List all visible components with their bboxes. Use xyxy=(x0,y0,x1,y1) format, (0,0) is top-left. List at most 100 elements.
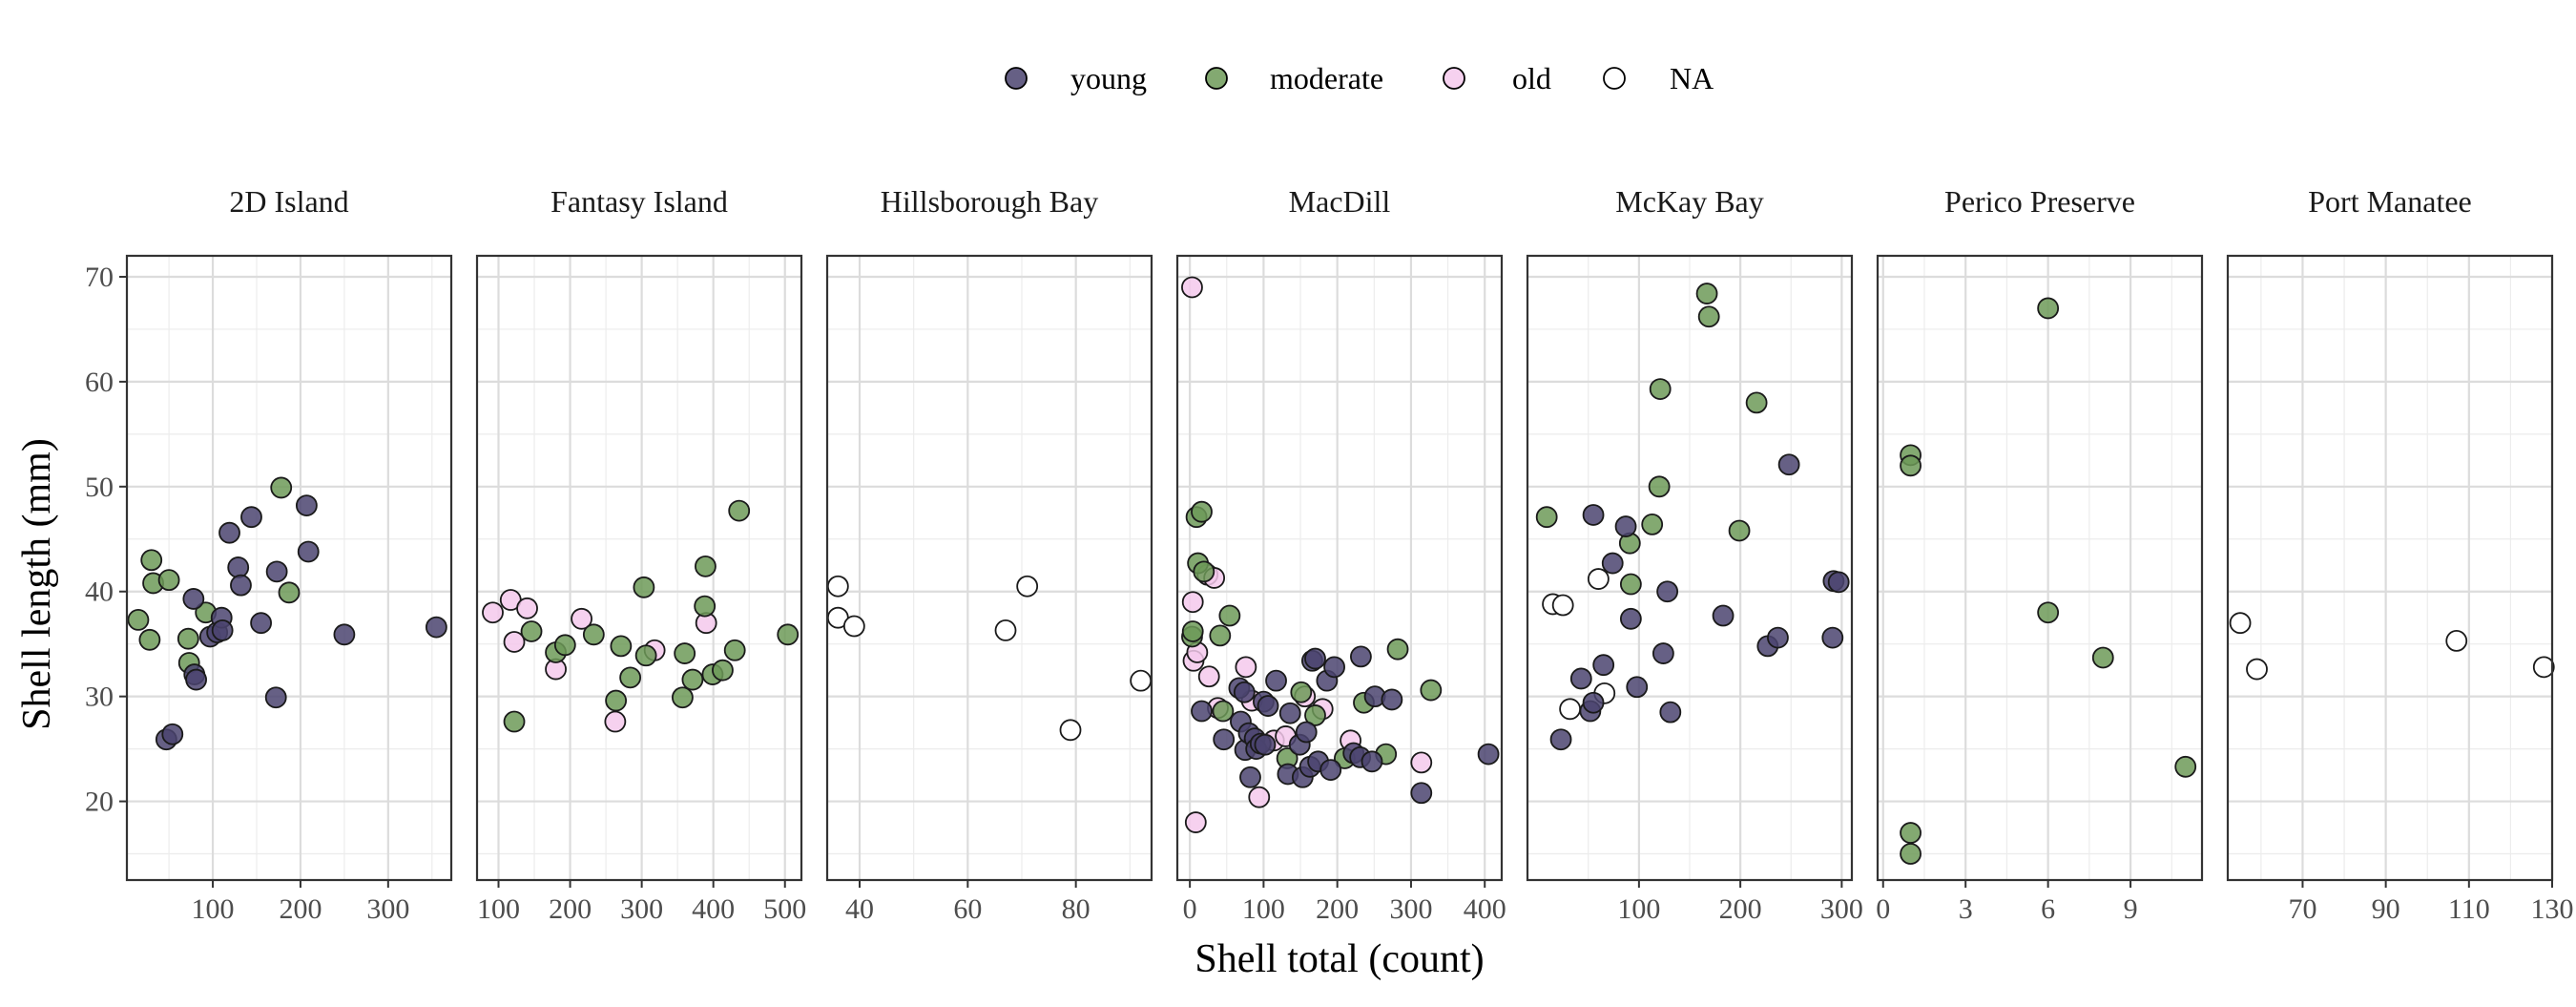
point-old xyxy=(1197,665,1220,688)
panel-border xyxy=(2226,254,2554,882)
point-moderate xyxy=(695,555,717,577)
panel-port-manatee: Port Manatee 70 90 110 130 xyxy=(2226,184,2574,925)
point-young xyxy=(230,574,252,597)
points-hillsborough-bay xyxy=(826,575,1153,742)
point-young xyxy=(1233,681,1256,703)
y-tick-label: 40 xyxy=(85,577,114,608)
point-moderate xyxy=(605,689,628,712)
point-moderate xyxy=(1191,500,1213,523)
point-old xyxy=(503,631,526,653)
point-young xyxy=(297,540,320,563)
points-port-manatee xyxy=(2229,612,2555,681)
panel-fantasy-island: Fantasy Island 100 200 300 400 500 xyxy=(475,184,806,925)
point-old xyxy=(482,601,504,624)
point-moderate xyxy=(694,595,717,618)
point-young xyxy=(1712,604,1735,627)
point-young xyxy=(1582,691,1605,714)
point-moderate xyxy=(503,710,526,733)
x-tick-label: 400 xyxy=(692,893,735,925)
point-young xyxy=(240,506,262,529)
point-young xyxy=(1614,515,1637,537)
point-moderate xyxy=(553,634,576,657)
panel-background xyxy=(2228,256,2552,880)
point-moderate xyxy=(157,569,180,592)
point-young xyxy=(1767,626,1789,649)
point-young xyxy=(1827,571,1850,594)
point-young xyxy=(264,686,287,709)
panel-background xyxy=(1177,256,1502,880)
point-young xyxy=(1477,743,1500,766)
x-tick-label: 500 xyxy=(763,893,806,925)
point-moderate xyxy=(270,476,293,499)
point-moderate xyxy=(520,620,543,642)
legend: young moderate old NA xyxy=(1005,61,1714,95)
legend-key-moderate xyxy=(1205,67,1228,90)
point-na xyxy=(2246,658,2268,681)
point-old xyxy=(604,710,627,733)
point-moderate xyxy=(610,635,633,658)
point-moderate xyxy=(672,686,694,709)
legend-key-old xyxy=(1443,67,1465,90)
point-young xyxy=(211,619,234,641)
points-fantasy-island xyxy=(482,499,800,733)
panel-macdill: MacDill 0 100 200 300 400 xyxy=(1175,184,1506,925)
y-axis-title: Shell length (mm) xyxy=(15,438,59,730)
x-tick-label: 110 xyxy=(2448,893,2490,925)
point-na xyxy=(842,615,865,638)
x-tick-label: 100 xyxy=(1617,893,1660,925)
point-young xyxy=(161,723,184,745)
point-na xyxy=(2445,629,2468,652)
point-moderate xyxy=(582,623,605,646)
point-old xyxy=(1235,656,1257,679)
panel-border xyxy=(1876,254,2204,882)
x-tick-label: 6 xyxy=(2041,893,2055,925)
point-young xyxy=(1410,782,1433,805)
point-young xyxy=(1619,607,1642,630)
point-young xyxy=(1361,750,1383,773)
x-tick-label: 40 xyxy=(845,893,874,925)
point-young xyxy=(1652,642,1674,664)
point-na xyxy=(994,619,1017,641)
y-tick-label: 50 xyxy=(85,472,114,503)
legend-item-moderate: moderate xyxy=(1205,61,1383,95)
point-young xyxy=(185,668,207,691)
point-moderate xyxy=(1218,604,1241,627)
point-young xyxy=(1239,766,1261,788)
point-young xyxy=(1659,701,1682,724)
legend-item-young: young xyxy=(1005,61,1147,95)
panel-border xyxy=(1526,254,1854,882)
point-na xyxy=(1551,594,1574,617)
point-moderate xyxy=(1420,679,1443,702)
point-young xyxy=(1569,667,1592,690)
point-moderate xyxy=(674,642,696,664)
x-tick-label: 9 xyxy=(2124,893,2138,925)
point-moderate xyxy=(1695,283,1718,304)
point-young xyxy=(218,521,240,544)
panel-background xyxy=(827,256,1152,880)
x-tick-label: 100 xyxy=(192,893,235,925)
point-young xyxy=(250,612,272,635)
point-old xyxy=(571,607,592,630)
strip-label-2d-island: 2D Island xyxy=(229,184,348,219)
point-young xyxy=(1278,702,1301,724)
x-tick-label: 0 xyxy=(1183,893,1197,925)
point-na xyxy=(2229,612,2252,635)
point-young xyxy=(1254,733,1277,756)
points-2d-island xyxy=(127,476,447,751)
point-na xyxy=(2532,656,2555,679)
point-moderate xyxy=(1290,681,1313,703)
x-tick-label: 200 xyxy=(1719,893,1762,925)
point-na xyxy=(1587,568,1610,590)
point-moderate xyxy=(728,499,751,522)
point-moderate xyxy=(712,659,734,682)
x-tick-label: 300 xyxy=(1820,893,1863,925)
point-young xyxy=(333,623,356,646)
point-young xyxy=(1777,453,1800,476)
point-na xyxy=(826,575,849,598)
grid-lines xyxy=(827,256,1152,880)
x-tick-label: 100 xyxy=(477,893,520,925)
y-tick-label: 20 xyxy=(85,787,114,818)
